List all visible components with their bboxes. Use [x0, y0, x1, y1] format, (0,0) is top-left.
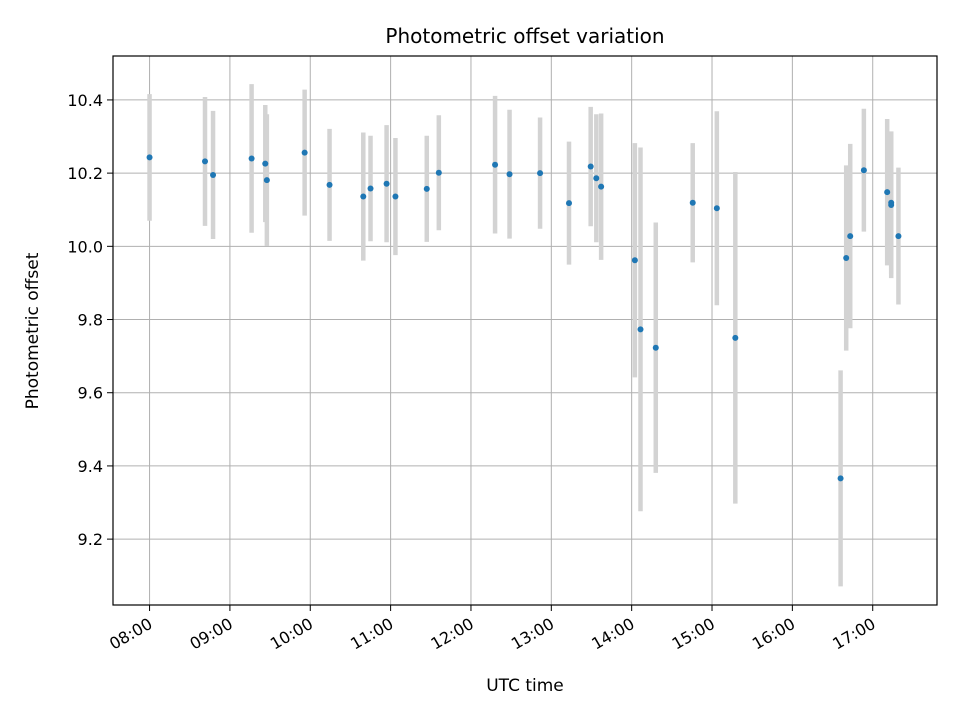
data-point: [631, 257, 638, 264]
data-point: [888, 199, 895, 206]
data-point: [837, 475, 844, 482]
y-tick-label: 10.0: [67, 237, 103, 256]
data-point: [847, 233, 854, 240]
data-point: [146, 154, 153, 161]
data-point: [689, 199, 696, 206]
data-point: [598, 183, 605, 190]
data-point: [423, 185, 430, 192]
data-point: [263, 177, 270, 184]
data-point: [262, 160, 269, 167]
data-point: [383, 180, 390, 187]
data-point: [895, 233, 902, 240]
grid: [113, 56, 937, 605]
data-point: [435, 169, 442, 176]
data-point: [537, 170, 544, 177]
chart-title: Photometric offset variation: [385, 24, 664, 48]
data-point: [565, 200, 572, 207]
data-point: [884, 189, 891, 196]
data-point: [860, 167, 867, 174]
data-point: [637, 326, 644, 333]
data-point: [593, 175, 600, 182]
data-point: [210, 171, 217, 178]
y-tick-label: 9.8: [78, 311, 103, 330]
y-tick-label: 9.6: [78, 384, 103, 403]
y-tick-label: 10.4: [67, 91, 103, 110]
data-point: [202, 158, 209, 165]
y-tick-label: 9.2: [78, 530, 103, 549]
data-points: [146, 149, 902, 482]
data-point: [301, 149, 308, 156]
data-point: [367, 185, 374, 192]
data-point: [843, 255, 850, 262]
y-tick-label: 10.2: [67, 164, 103, 183]
data-point: [392, 193, 399, 200]
plot-area-frame: [112, 55, 938, 606]
y-tick-label: 9.4: [78, 457, 103, 476]
data-point: [492, 161, 499, 168]
x-axis-title: UTC time: [486, 676, 564, 696]
data-point: [360, 193, 367, 200]
data-point: [652, 344, 659, 351]
data-point: [506, 171, 513, 178]
data-point: [713, 205, 720, 212]
data-point: [732, 334, 739, 341]
y-axis-title: Photometric offset: [23, 252, 43, 409]
data-point: [248, 155, 255, 162]
data-point: [587, 163, 594, 170]
data-point: [326, 181, 333, 188]
y-axis-ticks: 9.2 9.4 9.6 9.8 10.0 10.2 10.4: [67, 91, 113, 549]
